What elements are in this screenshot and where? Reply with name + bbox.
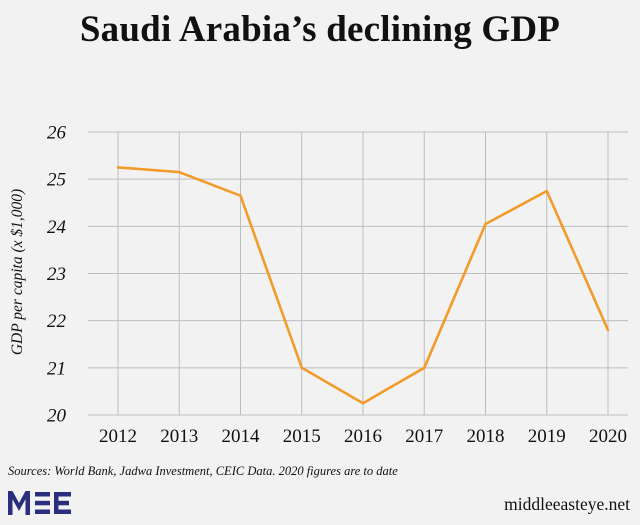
chart-title: Saudi Arabia’s declining GDP <box>79 9 561 50</box>
x-tick-labels: 2012 2013 2014 2015 2016 2017 2018 2019 2020 <box>99 426 627 447</box>
x-tick-label: 2014 <box>222 426 261 447</box>
sources-note: Sources: World Bank, Jadwa Investment, C… <box>8 464 398 478</box>
data-point-2016 <box>361 402 365 405</box>
x-tick-label: 2015 <box>283 426 321 447</box>
data-point-2012 <box>116 166 120 169</box>
y-tick-label: 26 <box>47 123 67 144</box>
x-tick-label: 2012 <box>99 426 137 447</box>
data-point-2018 <box>484 222 487 226</box>
data-point-2014 <box>239 194 242 197</box>
gridlines <box>88 131 628 416</box>
site-url: middleeasteye.net <box>504 494 630 514</box>
data-point-2013 <box>178 170 181 174</box>
data-point-2020 <box>606 328 610 332</box>
y-tick-label: 22 <box>47 311 67 332</box>
x-tick-label: 2020 <box>589 426 627 447</box>
x-tick-label: 2019 <box>528 426 566 447</box>
y-tick-labels: 20 21 22 23 24 25 26 <box>47 123 67 427</box>
y-tick-label: 23 <box>47 264 66 285</box>
y-tick-label: 21 <box>47 358 66 379</box>
data-point-2017 <box>423 366 426 370</box>
x-tick-label: 2016 <box>344 426 382 447</box>
y-tick-label: 25 <box>47 170 66 191</box>
y-tick-label: 20 <box>47 406 67 427</box>
y-tick-label: 24 <box>47 217 67 238</box>
x-tick-label: 2013 <box>160 426 198 447</box>
series-layer <box>116 166 610 405</box>
data-point-2015 <box>300 366 303 370</box>
x-tick-label: 2018 <box>467 426 505 447</box>
mee-logo-icon <box>8 489 72 522</box>
x-tick-label: 2017 <box>405 426 443 447</box>
data-point-2019 <box>545 189 548 193</box>
